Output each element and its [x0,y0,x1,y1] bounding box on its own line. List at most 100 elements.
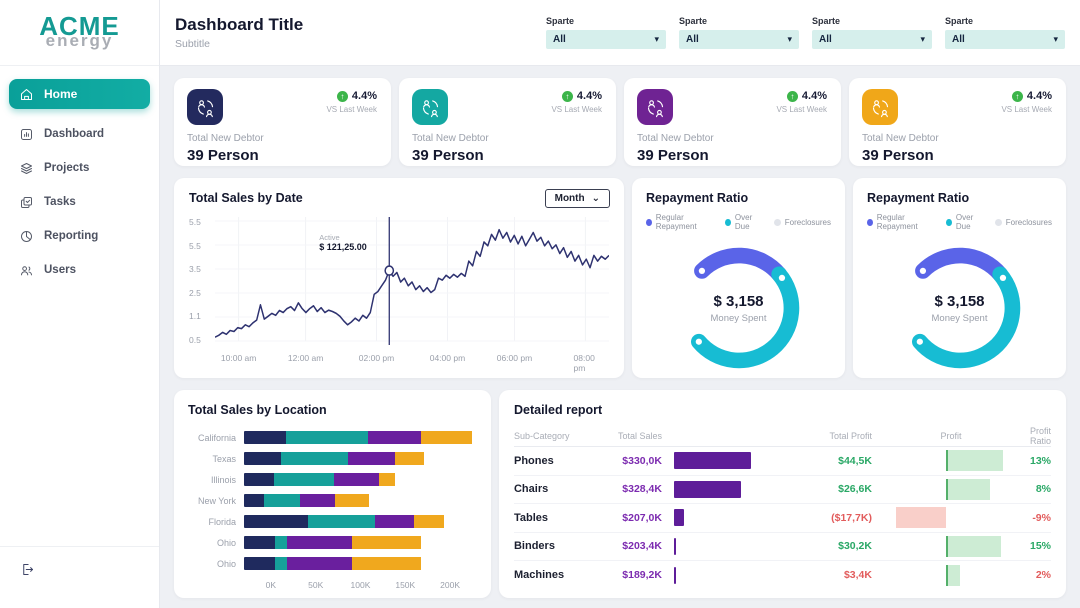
profit-bar-positive [946,478,991,500]
segment-purple [287,536,353,549]
legend-dot [946,218,952,226]
logout-icon[interactable] [20,562,35,577]
kpi-value: 39 Person [412,147,484,164]
kpi-delta: 4.4% [801,90,827,102]
row-profit-ratio: 8% [1035,483,1051,496]
x-tick: 10:00 am [220,353,257,363]
chevron-down-icon: ▾ [920,34,925,44]
kpi-label: Total New Debtor [412,133,489,144]
sales-bar-cell [662,566,762,584]
row-profit-ratio: 15% [1029,540,1051,553]
donut-arcs [911,247,1020,369]
table-title: Detailed report [513,403,603,417]
stacked-bar [244,515,477,528]
stacked-bar [244,494,477,507]
table-row[interactable]: Machines $189,2K $3,4K 2% [514,561,1051,590]
repayment-ratio-card-1: Repayment Ratio Regular Repayment Over D… [632,178,845,378]
kpi-card: ↑ 4.4% VS Last Week Total New Debtor 39 … [849,78,1066,166]
sidebar-item-users[interactable]: Users [0,253,159,287]
total-sales-by-location-card: Total Sales by Location California Texas I… [174,390,491,598]
segment-purple [334,473,380,486]
donut-chart: $ 3,158 Money Spent [891,239,1029,377]
segment-purple [287,557,353,570]
sales-bar-cell [662,480,762,498]
filter-label: Sparte [679,16,708,26]
sidebar-item-projects[interactable]: Projects [0,151,159,185]
filter-sparte-2: Sparte All ▾ [679,16,799,49]
page-subtitle: Subtitle [175,38,211,50]
row-profit-ratio: 13% [1029,454,1051,467]
trend-up-icon: ↑ [561,90,573,102]
row-total-profit: $26,6K [838,483,872,496]
segment-navy [244,452,281,465]
tooltip-value: $ 121,25.00 [319,242,367,252]
chart-title: Repayment Ratio [867,191,970,205]
filter-label: Sparte [945,16,974,26]
filter-value: All [686,34,699,45]
row-total-profit: ($17,7K) [831,511,872,524]
segment-navy [244,431,287,444]
table-row[interactable]: Phones $330,0K $44,5K 13% [513,447,1051,476]
sidebar-item-label: Dashboard [44,128,105,140]
filter-select[interactable]: All ▾ [546,30,666,49]
x-tick: 02:00 pm [358,353,395,363]
period-select[interactable]: Month ⌄ [544,189,610,208]
col-total-profit: Total Profit [829,430,872,441]
segment-amber [379,473,396,486]
profit-bar-cell [895,507,1022,529]
period-value: Month [554,193,585,204]
detailed-report-card: Detailed report Sub-Category Total Sales… [498,390,1066,598]
kpi-delta: 4.4% [351,90,377,102]
x-tick: 150K [395,580,416,590]
segment-teal [275,536,287,549]
y-tick: 5.5 [189,240,201,251]
filter-value: All [952,34,965,45]
sidebar-item-label: Home [44,87,78,101]
kpi-delta-note: VS Last Week [1001,105,1052,114]
table-row[interactable]: Binders $203,4K $30,2K 15% [513,533,1051,561]
filter-value: All [819,34,832,45]
location-bar-row: California [188,427,477,448]
sidebar: ACME energy Home Dashboard Projects Task… [0,0,160,608]
sidebar-item-label: Reporting [44,230,99,242]
brand-primary: ACME [39,11,120,41]
legend-dot [994,218,1002,226]
filter-sparte-3: Sparte All ▾ [812,16,932,49]
filter-select[interactable]: All ▾ [945,30,1065,49]
profit-bar-cell [896,478,1022,500]
table-row[interactable]: Tables $207,0K ($17,7K) -9% [513,504,1051,533]
charts-row: Total Sales by Date Month ⌄ 5.5 5.5 3.5 2.5… [174,178,1066,378]
x-tick: 06:00 pm [496,353,533,363]
segment-teal [273,473,335,486]
filter-select[interactable]: All ▾ [812,30,932,49]
donut-center-label: Money Spent [710,312,767,324]
profit-bar-cell [896,564,1022,586]
col-sub-category: Sub-Category [513,430,570,441]
category-label: Texas [212,453,236,464]
stacked-bar [244,536,477,549]
kpi-delta-note: VS Last Week [551,105,602,114]
sales-bar [673,452,752,470]
segment-teal [307,515,375,528]
kpi-delta-note: VS Last Week [326,105,377,114]
sidebar-item-tasks[interactable]: Tasks [0,185,159,219]
sidebar-menu: Home Dashboard Projects Tasks Reporting … [0,66,159,287]
stacked-bar [244,431,477,444]
x-tick: 04:00 pm [429,353,466,363]
y-axis-labels: 5.5 5.5 3.5 2.5 1.1 0.5 [189,217,215,345]
profit-bar-cell [896,450,1022,472]
donut-arcs [690,247,799,369]
sidebar-item-dashboard[interactable]: Dashboard [0,117,159,151]
filter-select[interactable]: All ▾ [679,30,799,49]
table-row[interactable]: Chairs $328,4K $26,6K 8% [513,476,1051,504]
legend-dot [725,218,731,226]
sidebar-item-home[interactable]: Home [9,79,150,109]
stacked-bar-chart: California Texas Illinois New York Florida Oh… [188,427,477,574]
segment-navy [244,557,276,570]
sales-bar [673,566,676,584]
filter-label: Sparte [546,16,575,26]
sidebar-item-reporting[interactable]: Reporting [0,219,159,253]
segment-purple [347,452,395,465]
segment-amber [420,431,473,444]
legend-label: Foreclosures [1005,217,1052,227]
